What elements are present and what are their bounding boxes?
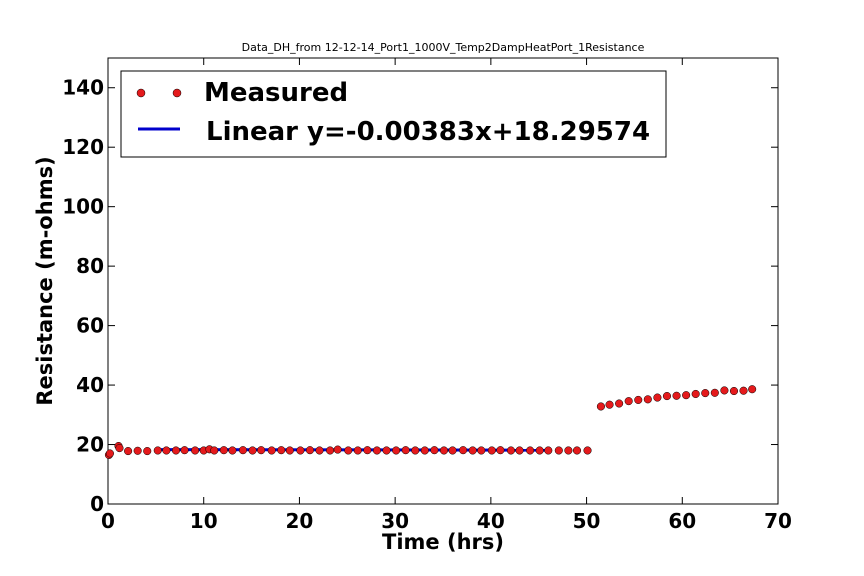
- measured-point: [682, 391, 691, 400]
- measured-point: [180, 446, 189, 455]
- measured-point: [333, 445, 342, 454]
- measured-point: [315, 446, 324, 455]
- measured-point: [296, 446, 305, 455]
- measured-point: [477, 446, 486, 455]
- measured-point: [496, 446, 505, 455]
- x-tick-label: 70: [764, 509, 792, 533]
- measured-point: [277, 446, 286, 455]
- chart-title: Data_DH_from 12-12-14_Port1_1000V_Temp2D…: [242, 41, 645, 54]
- measured-point: [344, 446, 353, 455]
- x-tick-label: 60: [668, 509, 696, 533]
- plot-frame: [107, 57, 779, 505]
- legend-measured-marker-2: [172, 88, 182, 98]
- measured-point: [401, 446, 410, 455]
- measured-point: [124, 447, 133, 456]
- x-tick-label: 40: [477, 509, 505, 533]
- y-tick-label: 140: [62, 76, 104, 100]
- measured-point: [506, 446, 516, 455]
- measured-point: [544, 446, 553, 455]
- y-tick-label: 0: [90, 492, 104, 516]
- measured-point: [643, 395, 652, 404]
- y-tick-label: 80: [76, 254, 104, 278]
- measured-point: [634, 395, 643, 404]
- measured-point: [248, 446, 257, 455]
- measured-point: [535, 446, 544, 455]
- measured-point: [392, 446, 401, 455]
- measured-point: [572, 446, 582, 455]
- measured-point: [267, 446, 276, 455]
- measured-point: [105, 449, 114, 458]
- measured-point: [420, 446, 429, 455]
- measured-point: [162, 446, 171, 455]
- measured-point: [653, 393, 662, 402]
- measured-point: [729, 386, 739, 396]
- legend-box: [120, 70, 667, 158]
- measured-point: [430, 446, 439, 455]
- measured-point: [448, 446, 457, 455]
- measured-point: [662, 392, 672, 401]
- measured-point: [701, 389, 710, 398]
- legend-label-linear: Linear y=-0.00383x+18.29574: [206, 117, 650, 147]
- measured-point: [238, 446, 248, 455]
- measured-point: [526, 446, 535, 455]
- measured-point: [564, 446, 573, 455]
- measured-point: [153, 446, 162, 455]
- measured-point: [439, 446, 449, 455]
- axis-ticks: 0 10 20 30 40 50 60 70 0 20 40 60 80 100 120 140: [62, 58, 792, 533]
- measured-point: [133, 446, 142, 455]
- measured-point: [210, 446, 219, 455]
- measured-point: [487, 446, 496, 455]
- y-tick-label: 120: [62, 135, 104, 159]
- legend-measured-marker-1: [136, 88, 146, 98]
- y-tick-label: 20: [76, 433, 104, 457]
- measured-point: [748, 385, 757, 394]
- measured-point: [691, 389, 700, 399]
- measured-point: [285, 446, 294, 455]
- legend: Measured Linear y=-0.00383x+18.29574: [120, 70, 667, 158]
- measured-point: [515, 446, 524, 455]
- measured-point: [363, 446, 372, 455]
- x-tick-label: 50: [573, 509, 601, 533]
- measured-point: [739, 386, 748, 395]
- measured-point: [720, 386, 729, 395]
- measured-point: [171, 446, 181, 455]
- measured-point: [115, 444, 124, 453]
- measured-point: [143, 447, 152, 456]
- plot-area: [107, 57, 779, 505]
- measured-point: [326, 446, 335, 455]
- measured-point: [382, 446, 391, 455]
- measured-point: [710, 388, 719, 397]
- legend-label-measured: Measured: [204, 78, 348, 108]
- measured-point: [615, 399, 624, 408]
- measured-points-layer: [104, 385, 757, 459]
- measured-point: [624, 397, 633, 406]
- x-tick-label: 30: [381, 509, 409, 533]
- x-tick-label: 0: [101, 509, 115, 533]
- measured-point: [605, 400, 614, 409]
- measured-point: [468, 446, 477, 455]
- measured-point: [583, 446, 592, 455]
- measured-point: [353, 446, 362, 455]
- measured-point: [411, 446, 420, 455]
- x-axis-label: Time (hrs): [382, 530, 504, 554]
- measured-point: [459, 446, 468, 455]
- y-axis-label: Resistance (m-ohms): [33, 156, 57, 405]
- measured-point: [305, 446, 315, 455]
- measured-point: [554, 446, 563, 455]
- y-tick-label: 100: [62, 195, 104, 219]
- measured-point: [191, 446, 200, 455]
- measured-point: [672, 391, 681, 400]
- y-tick-label: 40: [76, 373, 104, 397]
- y-tick-label: 60: [76, 314, 104, 338]
- measured-point: [219, 446, 228, 455]
- measured-point: [372, 446, 382, 455]
- x-tick-label: 20: [286, 509, 314, 533]
- measured-point: [228, 446, 237, 455]
- measured-point: [257, 446, 266, 455]
- measured-point: [596, 402, 605, 411]
- x-tick-label: 10: [190, 509, 218, 533]
